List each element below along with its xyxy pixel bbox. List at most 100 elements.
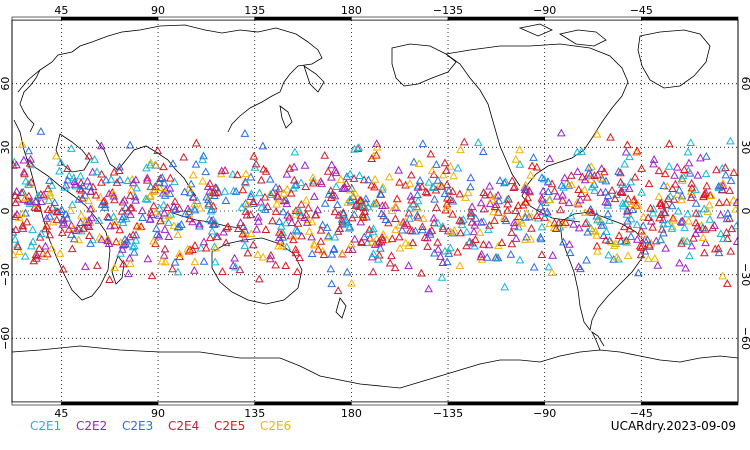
observation-marker-c2e4: [13, 194, 22, 203]
observation-marker-c2e6: [301, 195, 311, 204]
observation-marker-c2e2: [378, 201, 387, 210]
observation-marker-c2e2: [596, 188, 605, 196]
observation-marker-c2e1: [247, 189, 256, 198]
observation-marker-c2e1: [572, 147, 582, 156]
observation-marker-c2e2: [485, 181, 494, 190]
observation-marker-c2e6: [595, 214, 604, 223]
observation-marker-c2e2: [340, 182, 350, 191]
observation-marker-c2e6: [698, 233, 708, 241]
observation-marker-c2e5: [718, 185, 727, 194]
observation-marker-c2e1: [726, 136, 735, 145]
observation-marker-c2e5: [630, 172, 640, 181]
observation-marker-c2e1: [502, 195, 512, 204]
observation-marker-c2e6: [12, 250, 18, 259]
observation-marker-c2e6: [414, 159, 424, 167]
observation-marker-c2e1: [369, 249, 378, 258]
legend-entry: C2E5: [214, 419, 245, 433]
observation-marker-c2e3: [415, 176, 425, 184]
observation-marker-c2e4: [349, 174, 359, 182]
lon-tick-label: −135: [433, 4, 463, 17]
observation-marker-c2e1: [341, 217, 350, 226]
observation-marker-c2e3: [495, 176, 505, 184]
observation-marker-c2e1: [237, 202, 247, 211]
observation-marker-c2e1: [437, 272, 447, 281]
observation-marker-c2e6: [74, 235, 84, 244]
observation-marker-c2e3: [339, 209, 348, 218]
observation-marker-c2e5: [77, 185, 87, 194]
observation-marker-c2e5: [456, 228, 465, 237]
observation-marker-c2e4: [523, 193, 533, 202]
observation-marker-c2e5: [532, 211, 542, 220]
observation-marker-c2e5: [431, 185, 441, 194]
observation-marker-c2e3: [559, 237, 568, 246]
observation-marker-c2e2: [693, 170, 703, 179]
observation-marker-c2e2: [125, 232, 135, 241]
observation-marker-c2e6: [729, 195, 738, 204]
observation-marker-c2e5: [291, 248, 301, 257]
observation-marker-c2e2: [230, 253, 239, 262]
observation-marker-c2e6: [14, 247, 24, 255]
observation-marker-c2e1: [56, 158, 66, 166]
observation-marker-c2e6: [511, 154, 521, 163]
observation-marker-c2e3: [138, 213, 147, 222]
observation-marker-c2e1: [732, 221, 738, 230]
observation-marker-c2e4: [708, 223, 717, 232]
observation-marker-c2e6: [427, 166, 437, 175]
observation-marker-c2e3: [466, 173, 476, 182]
observation-marker-c2e4: [301, 182, 311, 191]
observation-marker-c2e5: [587, 208, 597, 216]
observation-marker-c2e1: [587, 182, 597, 191]
observation-marker-c2e6: [639, 212, 648, 221]
observation-marker-c2e4: [84, 151, 94, 160]
observation-marker-c2e6: [705, 200, 714, 209]
observation-marker-c2e1: [364, 229, 373, 237]
observation-marker-c2e3: [677, 218, 687, 226]
longitude-border-bars: [11, 16, 739, 406]
observation-marker-c2e5: [513, 201, 523, 209]
border-bar-segment: [351, 16, 449, 21]
observation-marker-c2e1: [667, 224, 677, 232]
observation-marker-c2e2: [520, 185, 530, 194]
observation-marker-c2e3: [212, 183, 221, 192]
observation-marker-c2e5: [261, 225, 271, 233]
observation-marker-c2e3: [432, 160, 441, 168]
observation-marker-c2e4: [527, 223, 536, 232]
observation-marker-c2e4: [433, 237, 442, 246]
observation-marker-c2e1: [453, 163, 463, 172]
lon-tick-label: −135: [433, 407, 463, 420]
observation-marker-c2e5: [644, 179, 654, 188]
observation-marker-c2e6: [580, 185, 589, 194]
observation-marker-c2e3: [623, 216, 633, 225]
observation-marker-c2e3: [659, 228, 668, 237]
observation-marker-c2e2: [282, 199, 292, 208]
observation-marker-c2e2: [124, 269, 133, 278]
observation-marker-c2e1: [405, 203, 415, 212]
observation-marker-c2e6: [612, 252, 622, 261]
observation-marker-c2e6: [456, 145, 465, 154]
observation-marker-c2e1: [47, 180, 57, 189]
observation-marker-c2e3: [45, 176, 54, 184]
observation-marker-c2e5: [323, 166, 333, 175]
observation-marker-c2e4: [485, 190, 495, 199]
observation-marker-c2e4: [254, 274, 264, 283]
border-bar-segment: [351, 401, 449, 406]
observation-marker-c2e1: [685, 251, 694, 260]
observation-marker-c2e3: [231, 187, 241, 195]
observation-marker-c2e3: [101, 175, 111, 184]
lat-tick-label: 0: [0, 208, 12, 215]
observation-marker-c2e6: [272, 199, 282, 208]
observation-marker-c2e5: [638, 241, 647, 250]
observation-marker-c2e6: [455, 261, 465, 270]
observation-marker-c2e5: [190, 241, 200, 249]
observation-marker-c2e5: [636, 226, 646, 235]
observation-marker-c2e5: [13, 242, 23, 250]
observation-marker-c2e6: [668, 215, 678, 224]
observation-marker-c2e6: [593, 246, 602, 255]
observation-marker-c2e5: [57, 228, 67, 236]
observation-marker-c2e4: [551, 224, 561, 232]
observation-marker-c2e3: [199, 151, 208, 160]
observation-marker-c2e4: [41, 224, 50, 233]
observation-marker-c2e4: [476, 252, 486, 261]
observation-marker-c2e5: [105, 275, 114, 283]
observation-marker-c2e2: [467, 202, 477, 211]
